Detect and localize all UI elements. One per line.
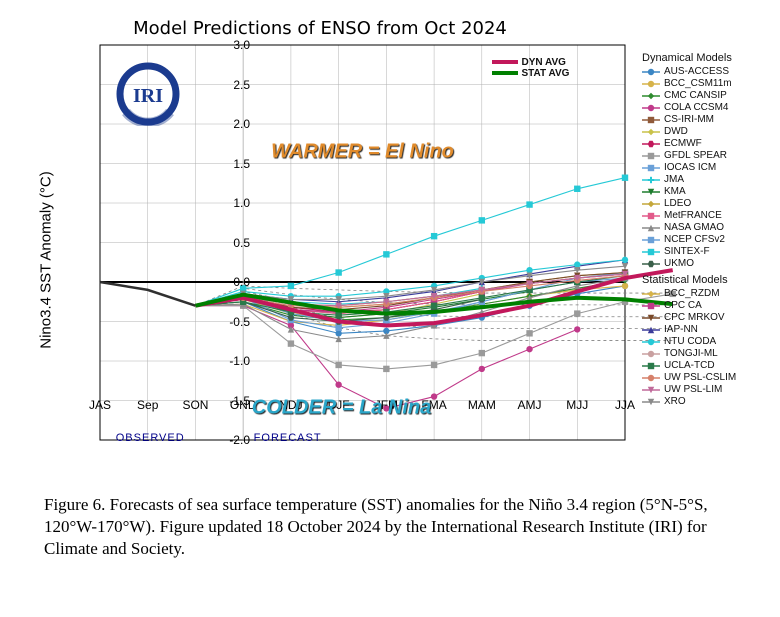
xtick: SON — [182, 398, 208, 412]
ytick: 3.0 — [233, 38, 250, 52]
legend-item: MetFRANCE — [642, 210, 772, 222]
legend-item: XRO — [642, 396, 772, 408]
legend-item: TONGJI-ML — [642, 348, 772, 360]
legend-item: UKMO — [642, 258, 772, 270]
legend-item: CPC CA — [642, 300, 772, 312]
legend-item: CMC CANSIP — [642, 90, 772, 102]
svg-text:IRI: IRI — [133, 85, 163, 107]
legend-item: UW PSL-LIM — [642, 384, 772, 396]
legend-item: CS-IRI-MM — [642, 114, 772, 126]
legend-item: UW PSL-CSLIM — [642, 372, 772, 384]
legend-item: KMA — [642, 186, 772, 198]
legend-item: NASA GMAO — [642, 222, 772, 234]
y-axis-label: Nino3.4 SST Anomaly (°C) — [38, 171, 55, 348]
observed-label: OBSERVED — [116, 432, 185, 444]
legend-item: LDEO — [642, 198, 772, 210]
enso-chart: Model Predictions of ENSO from Oct 2024 … — [0, 0, 780, 497]
legend-item: ECMWF — [642, 138, 772, 150]
legend-item: JMA — [642, 174, 772, 186]
legend-item: NCEP CFSv2 — [642, 234, 772, 246]
legend-item: GFDL SPEAR — [642, 150, 772, 162]
forecast-label: FORECAST — [254, 432, 322, 444]
legend-item: NTU CODA — [642, 336, 772, 348]
warmer-annotation: WARMER = El Nino — [271, 140, 454, 163]
ytick: 0.5 — [233, 236, 250, 250]
legend-item: BCC_RZDM — [642, 288, 772, 300]
ytick: 0.0 — [233, 275, 250, 289]
xtick: Sep — [137, 398, 158, 412]
figure-caption: Figure 6. Forecasts of sea surface tempe… — [44, 494, 739, 559]
ytick: 1.0 — [233, 196, 250, 210]
xtick: JAS — [89, 398, 111, 412]
xtick: JJA — [615, 398, 635, 412]
xtick: MJJ — [566, 398, 588, 412]
legend-item: DWD — [642, 126, 772, 138]
legend-item: AUS-ACCESS — [642, 66, 772, 78]
ytick: -2.0 — [229, 433, 250, 447]
iri-logo: IRI — [116, 62, 180, 126]
legend-item: UCLA-TCD — [642, 360, 772, 372]
legend-item: IOCAS ICM — [642, 162, 772, 174]
legend-header-dyn: Dynamical Models — [642, 52, 772, 64]
ytick: -0.5 — [229, 315, 250, 329]
chart-title: Model Predictions of ENSO from Oct 2024 — [0, 18, 640, 39]
avg-legend: DYN AVGSTAT AVG — [492, 57, 570, 79]
xtick: MAM — [468, 398, 496, 412]
legend-item: SINTEX-F — [642, 246, 772, 258]
ytick: 2.0 — [233, 117, 250, 131]
legend-item: BCC_CSM11m — [642, 78, 772, 90]
legend-header-stat: Statistical Models — [642, 274, 772, 286]
colder-annotation: COLDER = La Nina — [252, 397, 431, 420]
model-legend: Dynamical Models AUS-ACCESSBCC_CSM11mCMC … — [642, 48, 772, 408]
legend-item: COLA CCSM4 — [642, 102, 772, 114]
ytick: 1.5 — [233, 157, 250, 171]
legend-item: CPC MRKOV — [642, 312, 772, 324]
legend-item: IAP-NN — [642, 324, 772, 336]
ytick: -1.0 — [229, 354, 250, 368]
ytick: 2.5 — [233, 78, 250, 92]
xtick: AMJ — [518, 398, 542, 412]
